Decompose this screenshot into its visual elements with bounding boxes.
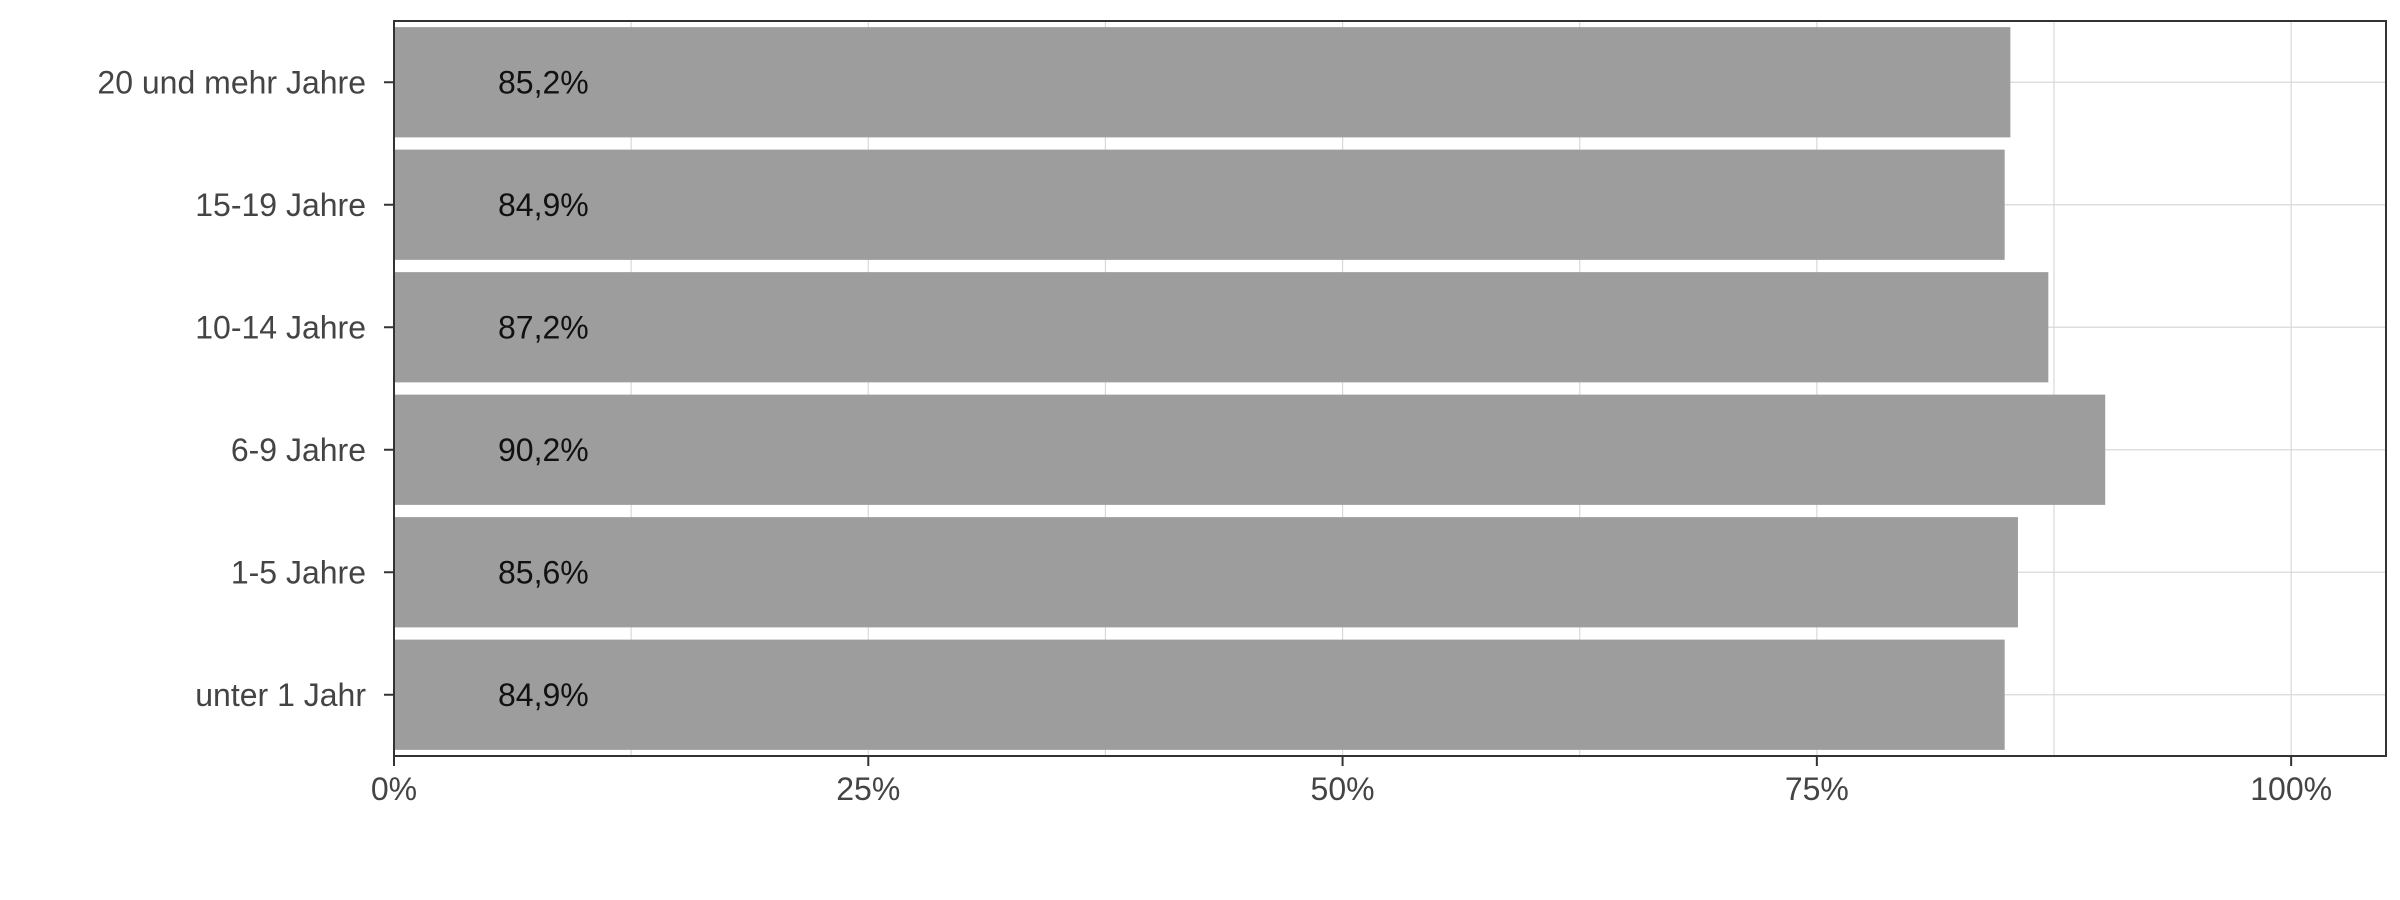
- plot-frame: [393, 20, 2387, 757]
- y-category-label: 6-9 Jahre: [231, 432, 366, 468]
- bar: [394, 517, 2018, 628]
- y-axis-categories: 20 und mehr Jahre 15-19 Jahre 10-14 Jahre 6…: [97, 64, 394, 713]
- data-label: 84,9%: [498, 677, 589, 713]
- y-category-label: 1-5 Jahre: [231, 554, 366, 590]
- bar: [394, 394, 2106, 505]
- x-tick-label: 0%: [371, 771, 417, 807]
- y-category-label: unter 1 Jahr: [195, 677, 366, 713]
- bar: [394, 272, 2049, 383]
- data-label: 84,9%: [498, 187, 589, 223]
- y-category-label: 15-19 Jahre: [195, 187, 366, 223]
- x-tick-label: 75%: [1785, 771, 1849, 807]
- bar: [394, 149, 2005, 260]
- x-tick-label: 25%: [836, 771, 900, 807]
- bar: [394, 639, 2005, 750]
- data-label: 85,2%: [498, 64, 589, 100]
- x-tick-label: 50%: [1311, 771, 1375, 807]
- data-labels: 85,2% 84,9% 87,2% 90,2% 85,6% 84,9%: [498, 64, 589, 713]
- data-label: 90,2%: [498, 432, 589, 468]
- y-category-label: 10-14 Jahre: [195, 309, 366, 345]
- x-axis-ticks: 0% 25% 50% 75% 100%: [371, 756, 2332, 807]
- data-label: 85,6%: [498, 554, 589, 590]
- x-tick-label: 100%: [2250, 771, 2332, 807]
- y-category-label: 20 und mehr Jahre: [97, 64, 366, 100]
- bars: [394, 27, 2106, 750]
- data-label: 87,2%: [498, 309, 589, 345]
- bar: [394, 27, 2011, 138]
